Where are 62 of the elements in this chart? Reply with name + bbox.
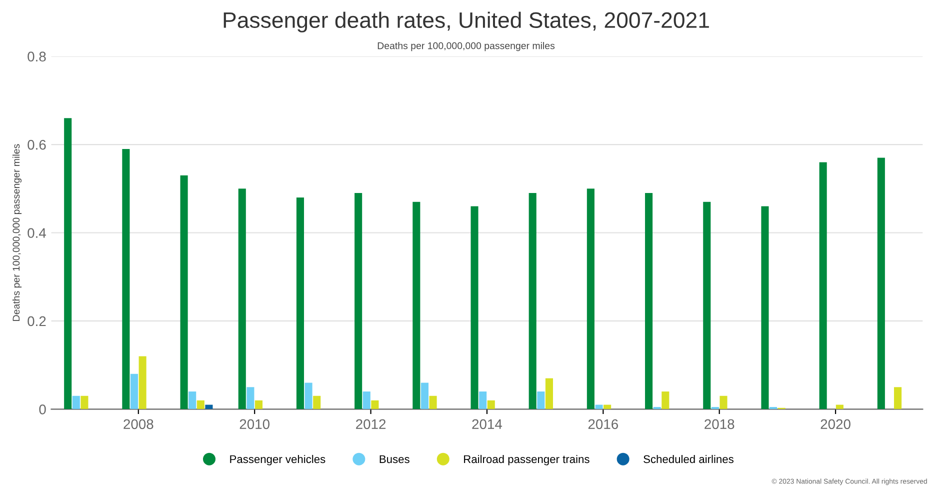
- bar: [313, 396, 321, 410]
- bar: [196, 400, 204, 410]
- bar: [188, 392, 196, 410]
- bar: [138, 356, 146, 410]
- y-tick-label: 0: [39, 404, 46, 414]
- y-tick-label: 0.4: [28, 228, 46, 238]
- bar: [545, 378, 553, 410]
- bar: [254, 400, 263, 410]
- bar: [412, 202, 420, 410]
- bar: [429, 396, 437, 410]
- bar: [662, 392, 670, 410]
- x-tick-label: 2008: [124, 419, 154, 430]
- bar: [720, 396, 728, 410]
- bar: [180, 175, 188, 410]
- bar: [586, 188, 594, 410]
- bar: [836, 404, 844, 410]
- bar: [72, 396, 80, 410]
- bar: [711, 406, 719, 410]
- legend-label: Scheduled airlines: [644, 454, 734, 464]
- bar: [371, 400, 379, 410]
- bar: [819, 162, 827, 410]
- bar: [122, 148, 130, 410]
- bar: [64, 118, 72, 410]
- y-tick-label: 0.6: [28, 140, 46, 150]
- bar: [770, 406, 778, 410]
- chart-title: Passenger death rates, United States, 2007-2021: [224, 12, 709, 32]
- bar: [645, 193, 653, 410]
- legend-label: Buses: [380, 455, 410, 464]
- y-tick-label: 0.2: [28, 316, 46, 326]
- bar: [130, 374, 138, 410]
- bar: [703, 202, 711, 410]
- bar: [354, 193, 362, 410]
- bar: [246, 387, 254, 410]
- bar: [296, 197, 304, 410]
- bar: [487, 400, 495, 410]
- bar: [470, 206, 478, 410]
- x-tick-label: 2012: [356, 419, 386, 430]
- bar: [604, 404, 612, 410]
- bar: [362, 392, 370, 410]
- chart-subtitle: Deaths per 100,000,000 passenger miles: [378, 42, 555, 52]
- bar: [528, 193, 536, 410]
- bar: [877, 158, 885, 410]
- bar: [205, 404, 213, 410]
- bar: [80, 396, 88, 410]
- x-tick-label: 2018: [704, 419, 734, 430]
- legend-label: Passenger vehicles: [230, 454, 326, 466]
- bar: [420, 382, 428, 410]
- bar: [761, 206, 769, 410]
- y-axis-title: Deaths per 100,000,000 passenger miles: [12, 144, 22, 321]
- bar: [537, 392, 545, 410]
- x-tick-label: 2014: [472, 419, 502, 430]
- bar: [479, 392, 487, 410]
- x-tick-label: 2016: [588, 419, 618, 430]
- bar: [653, 406, 661, 410]
- x-tick-label: 2020: [820, 419, 850, 430]
- legend-label: Railroad passenger trains: [464, 454, 590, 466]
- bar: [238, 188, 246, 410]
- y-tick-label: 0.8: [28, 52, 46, 62]
- bar: [304, 382, 312, 410]
- bar: [894, 387, 902, 410]
- bar: [595, 404, 603, 410]
- x-tick-label: 2010: [240, 419, 270, 430]
